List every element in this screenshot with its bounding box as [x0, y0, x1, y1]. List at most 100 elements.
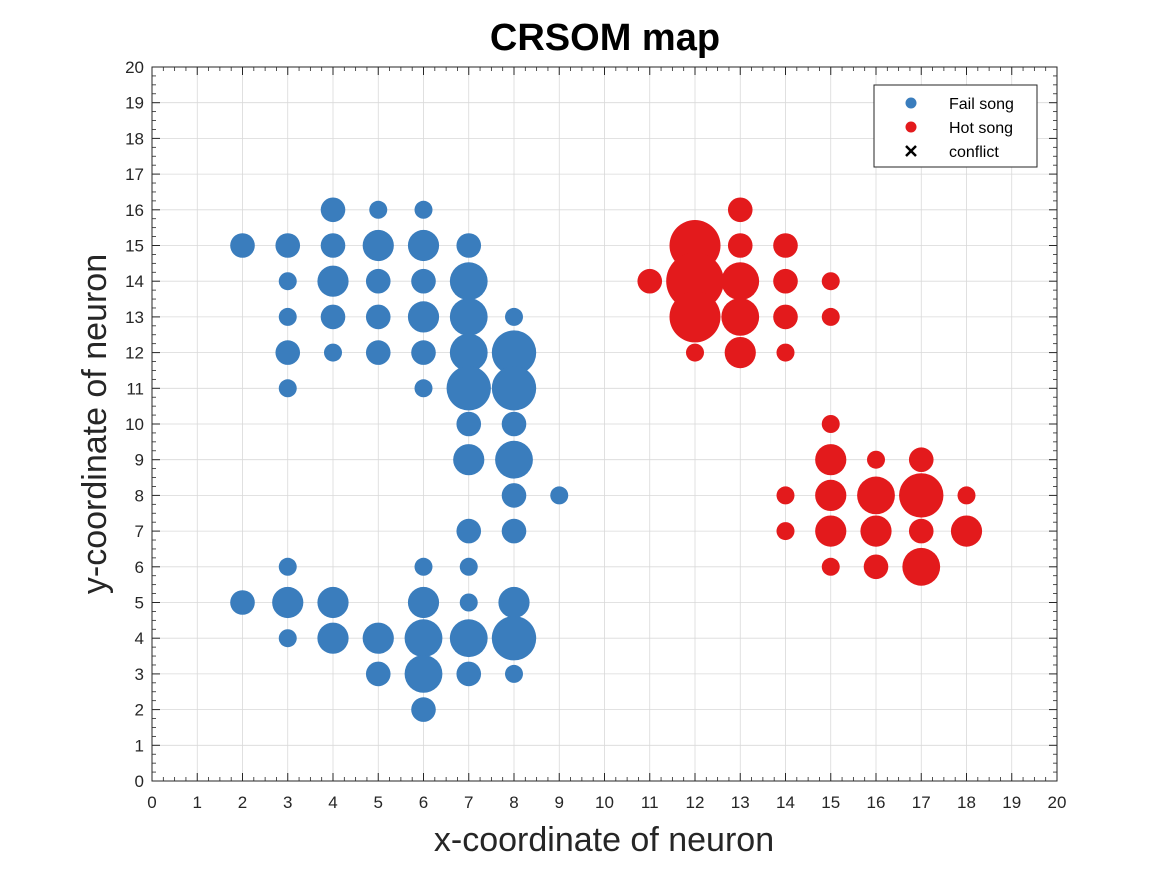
data-markers [230, 197, 983, 722]
fail-song-point [449, 262, 488, 301]
y-tick-label: 16 [125, 201, 144, 220]
hot-song-point [821, 415, 840, 433]
hot-song-point [815, 444, 847, 476]
fail-song-point [365, 304, 391, 330]
hot-song-point [902, 547, 941, 586]
fail-song-point [404, 655, 443, 693]
y-tick-label: 7 [135, 522, 144, 541]
hot-song-point [776, 343, 795, 362]
y-tick-label: 12 [125, 344, 144, 363]
fail-song-point [230, 590, 255, 615]
hot-song-point [686, 343, 704, 362]
hot-song-point [815, 479, 847, 511]
fail-song-point [501, 518, 527, 544]
x-tick-label: 8 [509, 793, 518, 812]
fail-song-point [407, 229, 440, 262]
y-tick-label: 0 [135, 772, 144, 791]
y-tick-label: 3 [135, 665, 144, 684]
fail-song-point [275, 233, 301, 258]
y-tick-label: 1 [135, 736, 144, 755]
x-tick-label: 15 [821, 793, 840, 812]
fail-song-point [414, 557, 433, 576]
x-tick-label: 18 [957, 793, 976, 812]
fail-song-point [498, 586, 530, 619]
fail-song-point [317, 265, 349, 297]
hot-song-point [821, 557, 840, 576]
fail-song-point [320, 233, 346, 258]
fail-song-point [453, 444, 485, 476]
x-tick-label: 16 [867, 793, 886, 812]
fail-song-point [411, 340, 436, 365]
x-tick-label: 19 [1002, 793, 1021, 812]
y-tick-label: 13 [125, 308, 144, 327]
fail-song-point [317, 622, 349, 654]
x-tick-label: 14 [776, 793, 795, 812]
fail-song-point [456, 233, 482, 258]
x-tick-label: 20 [1048, 793, 1067, 812]
x-tick-label: 7 [464, 793, 473, 812]
hot-song-point [908, 447, 934, 473]
fail-song-point [411, 697, 436, 722]
hot-song-point [821, 307, 840, 326]
fail-song-point [320, 197, 346, 223]
fail-song-point [278, 629, 297, 648]
fail-song-point [411, 268, 436, 294]
fail-song-point [491, 330, 537, 375]
fail-song-point [320, 304, 346, 330]
hot-song-point [857, 476, 895, 515]
fail-song-point [278, 557, 297, 576]
legend-box [873, 84, 1038, 168]
x-tick-label: 17 [912, 793, 931, 812]
legend-marker-conflict [905, 145, 917, 157]
fail-song-point [449, 298, 488, 336]
y-tick-label: 4 [135, 629, 144, 648]
hot-song-point [867, 450, 885, 469]
x-tick-label: 12 [686, 793, 705, 812]
hot-song-point [957, 486, 976, 505]
grid-lines [151, 66, 1058, 782]
fail-song-point [407, 586, 440, 619]
fail-song-point [501, 411, 527, 437]
hot-song-point [899, 473, 944, 518]
fail-song-point [407, 301, 440, 333]
fail-song-point [456, 518, 482, 544]
fail-song-point [449, 333, 488, 372]
y-tick-label: 2 [135, 701, 144, 720]
fail-song-point [365, 661, 391, 687]
hot-song-point [773, 233, 798, 258]
x-axis-label: x-coordinate of neuron [434, 821, 774, 859]
fail-song-point [317, 586, 349, 619]
x-tick-label: 9 [555, 793, 564, 812]
fail-song-point [414, 379, 433, 398]
y-tick-label: 17 [125, 165, 144, 184]
hot-song-point [727, 197, 753, 223]
hot-song-point [863, 554, 889, 580]
y-tick-label: 14 [125, 272, 144, 291]
legend-marker-fail-song [905, 97, 917, 109]
fail-song-point [491, 616, 537, 661]
y-tick-label: 20 [125, 58, 144, 77]
fail-song-point [491, 366, 537, 411]
x-tick-label: 10 [595, 793, 614, 812]
legend-label-conflict: conflict [949, 144, 999, 161]
plot-area [151, 66, 1058, 782]
hot-song-point [637, 268, 663, 294]
legend-label-hot-song: Hot song [949, 120, 1013, 137]
hot-song-point [727, 233, 753, 258]
x-tick-label: 5 [374, 793, 383, 812]
fail-song-point [505, 307, 523, 326]
fail-song-point [459, 557, 478, 576]
fail-song-point [365, 268, 391, 294]
fail-song-point [362, 622, 394, 654]
hot-song-point [776, 486, 795, 505]
y-tick-label: 11 [126, 379, 144, 398]
hot-song-point [815, 515, 847, 547]
chart-title: CRSOM map [490, 17, 720, 59]
fail-song-point [414, 200, 433, 219]
y-tick-label: 19 [125, 94, 144, 113]
hot-song-point [908, 518, 934, 544]
legend-label-fail-song: Fail song [949, 96, 1014, 113]
hot-song-point [773, 304, 798, 330]
fail-song-point [365, 340, 391, 365]
